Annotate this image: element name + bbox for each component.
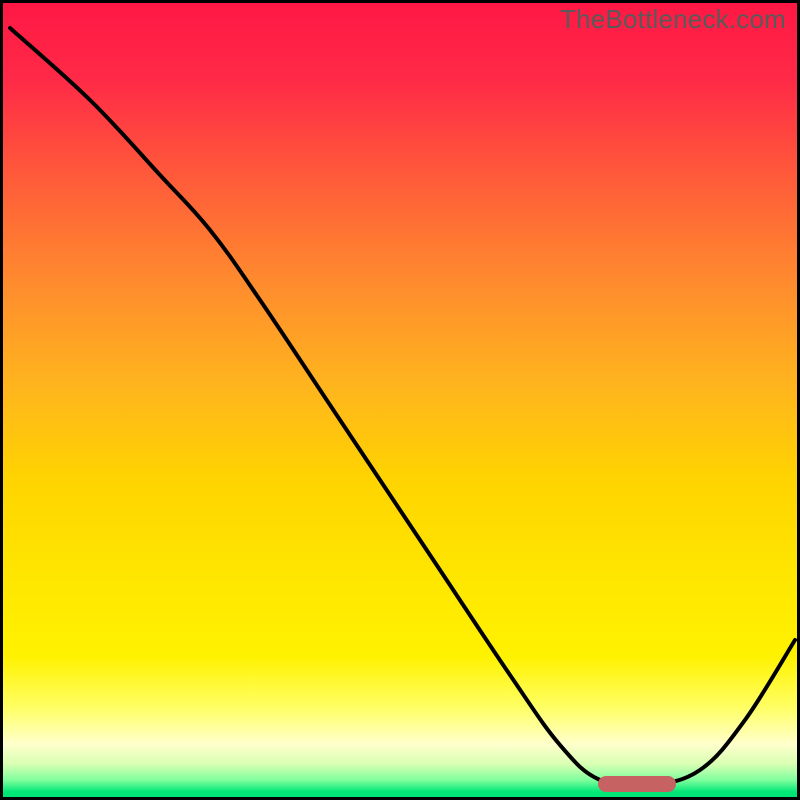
watermark-text: TheBottleneck.com: [560, 4, 786, 35]
bottleneck-chart: [0, 0, 800, 800]
gradient-background: [0, 0, 800, 800]
chart-container: TheBottleneck.com: [0, 0, 800, 800]
optimal-marker: [598, 776, 676, 792]
